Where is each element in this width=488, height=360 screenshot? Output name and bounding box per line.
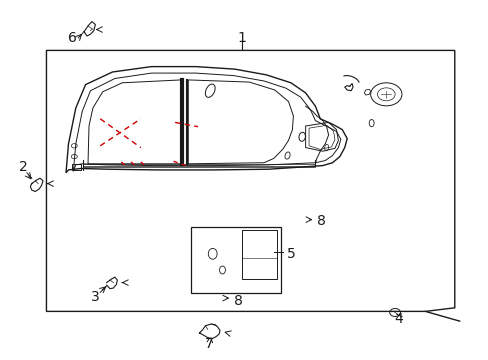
Text: 4: 4 xyxy=(393,312,402,325)
Text: 2: 2 xyxy=(19,161,28,174)
Text: 3: 3 xyxy=(91,290,100,304)
Polygon shape xyxy=(199,324,220,338)
Text: 8: 8 xyxy=(317,215,325,228)
Bar xyxy=(242,230,277,279)
Text: 5: 5 xyxy=(286,247,295,261)
Polygon shape xyxy=(30,178,43,192)
Bar xyxy=(190,227,281,293)
Polygon shape xyxy=(106,277,117,289)
Text: 6: 6 xyxy=(68,31,77,45)
Text: 8: 8 xyxy=(233,294,242,307)
Text: 1: 1 xyxy=(237,31,246,45)
Polygon shape xyxy=(84,22,95,36)
Text: 7: 7 xyxy=(204,337,213,351)
